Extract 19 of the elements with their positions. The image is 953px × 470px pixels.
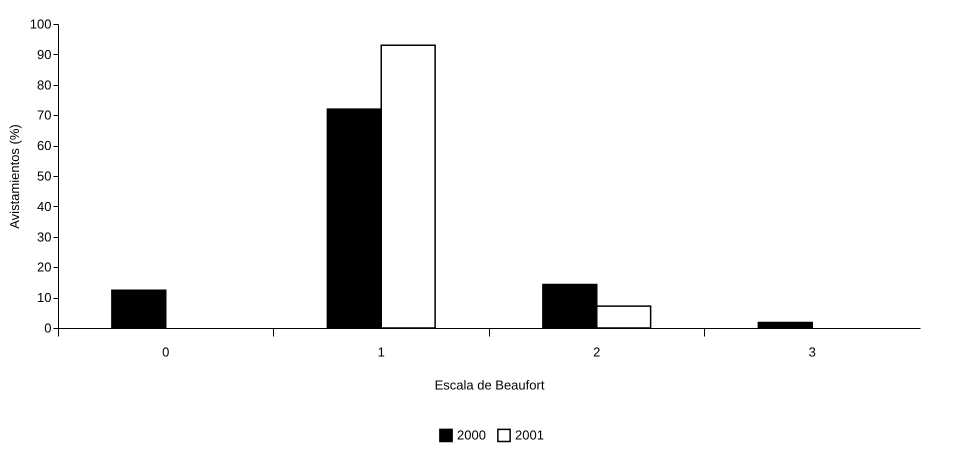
x-tick-label: 0 [162,344,170,360]
y-tick-label: 40 [37,198,52,214]
y-tick-label: 10 [37,290,52,306]
y-tick-label: 80 [37,77,52,92]
legend-label: 2000 [457,427,486,442]
y-tick-label: 70 [37,108,52,123]
x-tick-label: 3 [808,344,816,360]
x-tick-label: 1 [378,344,385,360]
y-tick-label: 30 [37,229,52,244]
legend-label: 2001 [515,427,544,442]
y-tick-label: 60 [37,138,52,154]
x-tick-label: 2 [593,344,600,360]
y-tick-label: 90 [37,46,52,62]
y-tick-label: 50 [37,168,52,184]
y-axis-title: Avistamientos (%) [6,124,22,229]
x-axis-title: Escala de Beaufort [434,378,545,392]
y-tick-label: 20 [37,260,52,275]
y-tick-label: 0 [44,320,52,336]
y-tick-label: 100 [30,16,52,32]
